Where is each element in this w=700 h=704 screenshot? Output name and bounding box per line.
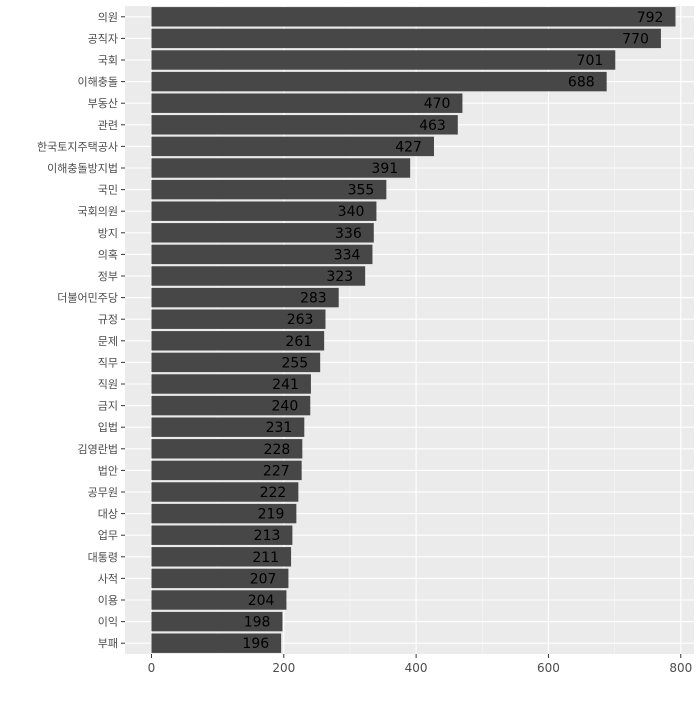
bar-value-label: 204 (248, 593, 275, 609)
category-tick-label: 직무 (98, 356, 118, 369)
bar (151, 287, 339, 308)
bar (151, 223, 374, 243)
bar (151, 611, 283, 632)
bar (151, 50, 616, 70)
category-tick-label: 부동산 (88, 97, 118, 110)
bar (151, 482, 299, 502)
category-tick-label: 관련 (98, 119, 118, 132)
bar-value-label: 219 (258, 507, 285, 523)
category-tick-label: 정부 (98, 270, 118, 283)
bar-value-label: 196 (242, 636, 269, 652)
category-tick-label: 김영란법 (78, 443, 118, 456)
category-tick-label: 이해충돌방지법 (47, 161, 118, 175)
bar (151, 568, 289, 589)
category-tick-label: 직원 (98, 378, 118, 391)
bar-value-label: 213 (254, 528, 281, 544)
x-tick-label: 0 (148, 661, 156, 675)
bar (151, 525, 293, 545)
bar (151, 7, 676, 27)
category-tick-label: 의혹 (98, 247, 118, 261)
bar (151, 115, 458, 135)
bar-value-label: 261 (285, 334, 312, 350)
bar (151, 460, 302, 481)
bar (151, 266, 366, 286)
category-tick-label: 법안 (98, 464, 118, 477)
bar-value-label: 240 (272, 399, 299, 415)
plot-panel (125, 6, 694, 654)
category-tick-label: 규정 (98, 313, 118, 326)
bar (151, 158, 411, 178)
category-tick-label: 대상 (98, 508, 118, 521)
bar (151, 244, 373, 265)
category-tick-label: 더불어민주당 (57, 292, 118, 305)
bar-value-label: 792 (637, 10, 664, 26)
category-tick-label: 이익 (98, 616, 118, 629)
bar (151, 71, 607, 92)
bar (151, 28, 661, 49)
bar (151, 590, 287, 610)
category-tick-label: 이해충돌 (78, 75, 118, 89)
bar (151, 309, 326, 329)
category-tick-label: 국민 (98, 184, 118, 197)
category-tick-label: 부패 (98, 637, 118, 650)
bar-value-label: 198 (244, 615, 271, 631)
bar-value-label: 222 (260, 485, 287, 501)
bar-value-label: 427 (395, 139, 422, 155)
category-tick-label: 이용 (98, 594, 118, 607)
bar-value-label: 334 (334, 247, 361, 263)
bar (151, 331, 325, 351)
bar (151, 374, 311, 394)
category-tick-label: 국회 (98, 54, 118, 67)
bar-value-label: 340 (338, 204, 365, 220)
bar-value-label: 263 (287, 312, 314, 328)
bar (151, 201, 377, 221)
x-tick-label: 400 (405, 661, 428, 675)
category-tick-label: 공직자 (88, 32, 118, 45)
category-tick-label: 업무 (98, 529, 118, 542)
bar-value-label: 391 (371, 161, 398, 177)
category-tick-label: 한국토지주택공사 (37, 140, 118, 153)
bar-value-label: 211 (252, 550, 279, 566)
bar-value-label: 463 (419, 118, 446, 134)
bar (151, 503, 297, 524)
category-tick-label: 공무원 (88, 486, 118, 499)
category-tick-label: 입법 (98, 421, 118, 434)
bar (151, 93, 463, 113)
category-tick-label: 대통령 (88, 551, 118, 564)
bar (151, 417, 305, 437)
bar-value-label: 241 (272, 377, 299, 393)
bar-value-label: 228 (264, 442, 291, 458)
bar-value-label: 255 (281, 355, 308, 371)
x-tick-label: 600 (537, 661, 560, 675)
bar (151, 136, 434, 157)
bar-value-label: 470 (424, 96, 451, 112)
category-tick-label: 방지 (98, 227, 118, 240)
bar-value-label: 355 (348, 183, 375, 199)
category-tick-label: 문제 (98, 335, 118, 348)
bar-value-label: 283 (300, 291, 327, 307)
x-tick-label: 800 (669, 661, 692, 675)
bar-value-label: 701 (577, 53, 604, 69)
bar (151, 179, 387, 200)
x-tick-label: 200 (272, 661, 295, 675)
bar-value-label: 227 (263, 463, 290, 479)
bar-value-label: 770 (622, 31, 649, 47)
bar (151, 439, 303, 459)
bar-value-label: 323 (326, 269, 353, 285)
bar (151, 547, 292, 567)
bar (151, 395, 311, 416)
bar (151, 633, 282, 653)
bar-value-label: 688 (568, 75, 595, 91)
category-tick-label: 사적 (98, 572, 118, 585)
category-tick-label: 의원 (98, 11, 118, 24)
bar (151, 352, 321, 373)
category-tick-label: 금지 (98, 400, 118, 413)
bar-value-label: 231 (266, 420, 293, 436)
bar-value-label: 207 (250, 571, 277, 587)
bar-value-label: 336 (335, 226, 362, 242)
category-tick-label: 국회의원 (78, 205, 118, 218)
